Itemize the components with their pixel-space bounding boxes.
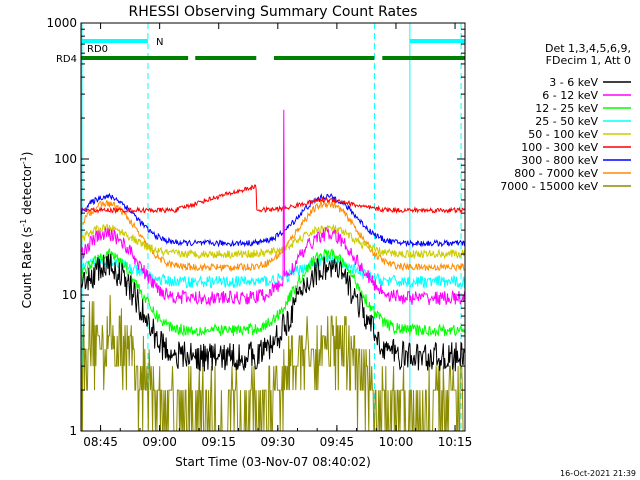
y-axis: 1 10 100 1000 [46, 16, 465, 438]
y-axis-label: Count Rate (s-1 detector-1) [19, 152, 34, 309]
x-axis-label: Start Time (03-Nov-07 08:40:02) [175, 455, 371, 469]
legend-entry-label: 12 - 25 keV [535, 102, 598, 115]
y-tick-label: 100 [54, 152, 77, 166]
x-tick-label: 09:30 [261, 435, 296, 449]
footer-timestamp: 16-Oct-2021 21:39 [560, 469, 636, 478]
flag-label: RD4 [56, 54, 77, 65]
series-line-7 [80, 200, 465, 273]
series-line-8 [81, 294, 465, 432]
legend-entry-label: 25 - 50 keV [535, 115, 598, 128]
x-axis: 08:45 09:00 09:15 09:30 09:45 10:00 10:15 [83, 23, 472, 449]
series-line-5 [80, 184, 465, 215]
series-line-6 [80, 192, 465, 248]
data-layer: RD0 N RD4 [56, 23, 465, 432]
y-tick-label: 1 [69, 424, 77, 438]
x-tick-label: 10:00 [379, 435, 414, 449]
series-line-0 [80, 253, 465, 372]
legend-entry-label: 100 - 300 keV [521, 141, 598, 154]
legend-entry-label: 3 - 6 keV [549, 76, 598, 89]
x-tick-label: 09:00 [142, 435, 177, 449]
x-tick-label: 09:45 [320, 435, 355, 449]
x-tick-label: 09:15 [201, 435, 236, 449]
legend-entry-label: 300 - 800 keV [521, 154, 598, 167]
series-line-2 [80, 248, 465, 337]
legend-header: FDecim 1, Att 0 [546, 54, 631, 67]
legend-header: Det 1,3,4,5,6,9, [545, 42, 631, 55]
x-tick-label: 10:15 [438, 435, 473, 449]
series-line-1 [80, 109, 465, 307]
flag-marker: N [156, 37, 163, 48]
legend-entry-label: 7000 - 15000 keV [500, 180, 598, 193]
legend-entry-label: 50 - 100 keV [528, 128, 598, 141]
flag-label: RD0 [87, 44, 108, 55]
legend: Det 1,3,4,5,6,9,FDecim 1, Att 0 3 - 6 keV… [500, 42, 631, 193]
x-tick-label: 08:45 [83, 435, 118, 449]
plot-frame [80, 22, 466, 432]
y-tick-label: 10 [62, 288, 77, 302]
chart-title: RHESSI Observing Summary Count Rates [129, 4, 418, 20]
legend-entry-label: 6 - 12 keV [542, 89, 598, 102]
legend-entry-label: 800 - 7000 keV [514, 167, 598, 180]
y-tick-label: 1000 [46, 16, 77, 30]
series-line-4 [80, 223, 465, 260]
